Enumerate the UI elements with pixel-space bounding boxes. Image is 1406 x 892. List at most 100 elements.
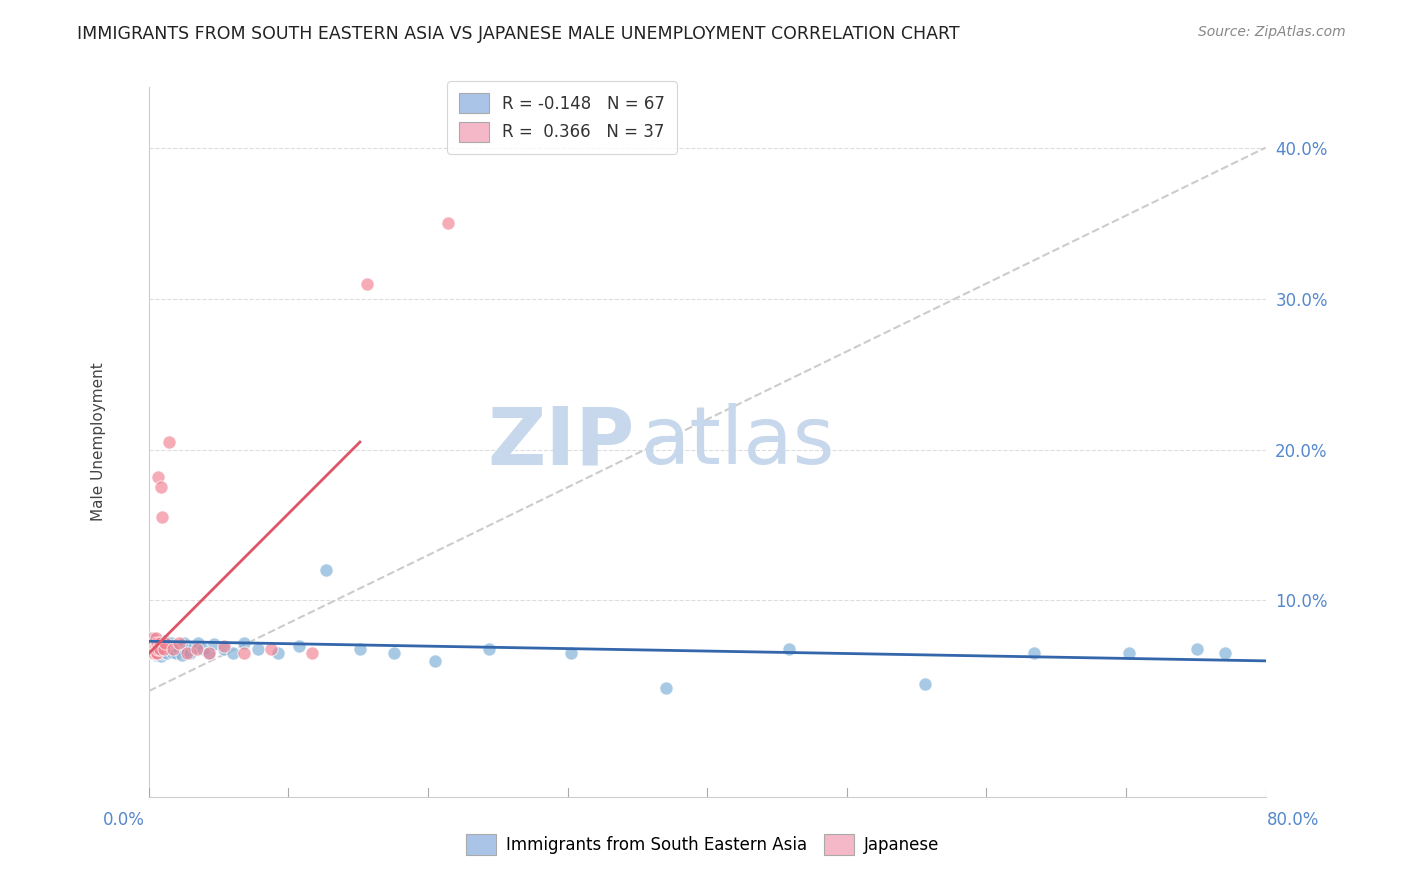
Point — [146, 641, 169, 656]
Point — [145, 639, 167, 653]
Point — [173, 636, 195, 650]
Point — [149, 646, 172, 660]
Point — [156, 639, 179, 653]
Point — [139, 639, 162, 653]
Point — [139, 632, 162, 646]
Point — [155, 643, 177, 657]
Point — [143, 646, 166, 660]
Point — [139, 641, 162, 656]
Point — [146, 636, 169, 650]
Point — [914, 676, 936, 690]
Point — [142, 639, 165, 653]
Point — [193, 641, 215, 656]
Point — [142, 646, 165, 660]
Point — [146, 646, 169, 660]
Point — [148, 645, 170, 659]
Point — [148, 469, 170, 483]
Point — [150, 643, 173, 657]
Point — [145, 643, 167, 657]
Point — [183, 640, 205, 655]
Point — [423, 654, 446, 668]
Point — [149, 637, 172, 651]
Point — [155, 636, 177, 650]
Point — [152, 641, 174, 656]
Point — [162, 641, 184, 656]
Point — [145, 632, 167, 646]
Point — [246, 641, 269, 656]
Point — [148, 639, 170, 653]
Point — [301, 646, 323, 660]
Text: ZIP: ZIP — [488, 403, 634, 481]
Point — [150, 480, 173, 494]
Point — [143, 637, 166, 651]
Point — [233, 636, 256, 650]
Point — [179, 646, 201, 660]
Point — [155, 646, 177, 660]
Point — [267, 646, 290, 660]
Point — [176, 643, 198, 657]
Legend: Immigrants from South Eastern Asia, Japanese: Immigrants from South Eastern Asia, Japa… — [460, 828, 946, 862]
Point — [157, 641, 180, 656]
Text: 0.0%: 0.0% — [103, 811, 145, 829]
Point — [197, 646, 219, 660]
Point — [141, 636, 163, 650]
Point — [152, 646, 174, 660]
Text: IMMIGRANTS FROM SOUTH EASTERN ASIA VS JAPANESE MALE UNEMPLOYMENT CORRELATION CHA: IMMIGRANTS FROM SOUTH EASTERN ASIA VS JA… — [77, 25, 960, 43]
Point — [160, 645, 183, 659]
Point — [141, 636, 163, 650]
Point — [187, 636, 209, 650]
Point — [142, 632, 165, 646]
Point — [153, 641, 176, 656]
Point — [382, 646, 405, 660]
Text: atlas: atlas — [640, 403, 835, 481]
Point — [141, 641, 163, 656]
Point — [212, 641, 235, 656]
Point — [142, 639, 165, 653]
Point — [560, 646, 582, 660]
Point — [153, 640, 176, 655]
Point — [159, 636, 181, 650]
Point — [145, 646, 167, 660]
Point — [143, 634, 166, 648]
Point — [165, 646, 187, 660]
Point — [155, 634, 177, 648]
Point — [143, 636, 166, 650]
Point — [150, 649, 173, 664]
Text: Source: ZipAtlas.com: Source: ZipAtlas.com — [1198, 25, 1346, 39]
Text: 80.0%: 80.0% — [1267, 811, 1319, 829]
Point — [212, 639, 235, 653]
Point — [141, 646, 163, 660]
Point — [1118, 646, 1140, 660]
Point — [145, 639, 167, 653]
Legend: R = -0.148   N = 67, R =  0.366   N = 37: R = -0.148 N = 67, R = 0.366 N = 37 — [447, 81, 676, 153]
Point — [222, 646, 245, 660]
Point — [157, 435, 180, 450]
Point — [142, 632, 165, 647]
Point — [202, 637, 225, 651]
Point — [142, 646, 165, 660]
Point — [315, 563, 337, 577]
Point — [149, 641, 172, 656]
Point — [146, 646, 169, 660]
Point — [150, 639, 173, 653]
Point — [146, 636, 169, 650]
Point — [148, 634, 170, 648]
Point — [655, 681, 678, 695]
Point — [148, 641, 170, 656]
Point — [1022, 646, 1045, 660]
Point — [260, 641, 283, 656]
Point — [141, 641, 163, 656]
Point — [170, 648, 193, 662]
Point — [162, 639, 184, 653]
Point — [149, 636, 172, 650]
Point — [478, 641, 501, 656]
Point — [233, 646, 256, 660]
Point — [1187, 641, 1209, 656]
Point — [143, 641, 166, 656]
Point — [437, 216, 460, 230]
Point — [149, 641, 172, 656]
Point — [152, 510, 174, 524]
Point — [287, 639, 309, 653]
Point — [145, 648, 167, 662]
Point — [153, 645, 176, 659]
